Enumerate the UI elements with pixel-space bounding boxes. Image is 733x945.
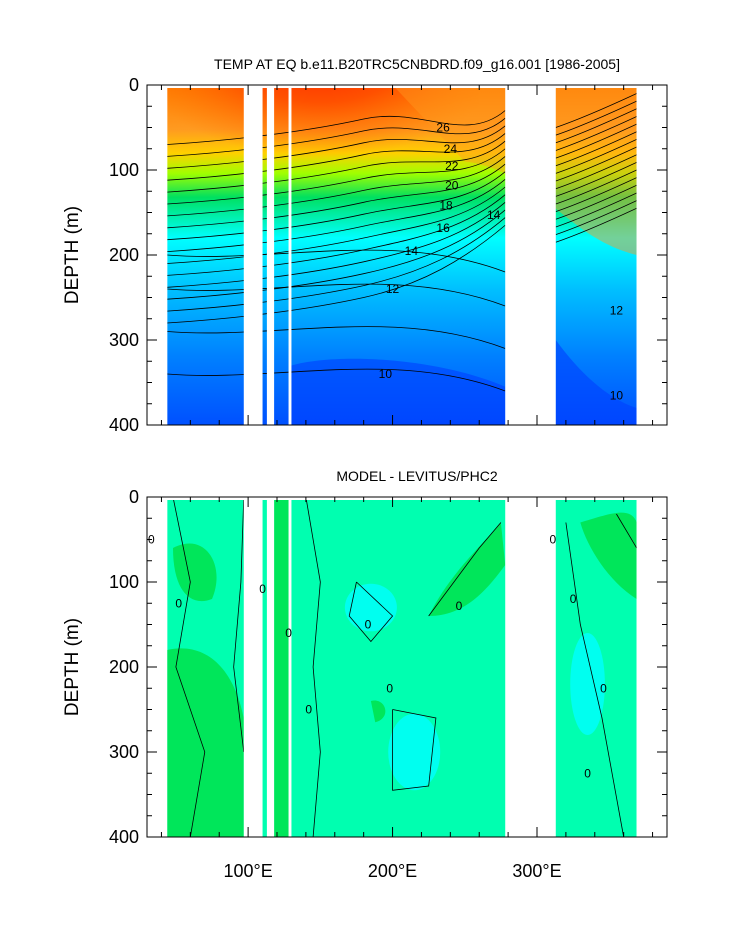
contour-labels: 26 24 22 20 18 16 14 14 12 12 10 10 [379,121,624,403]
contour-label: 26 [436,121,450,135]
contour-line [167,207,637,324]
contour-label: 24 [444,142,458,156]
contour-label: 12 [610,303,624,317]
contour-line [173,500,206,837]
contour-line [167,108,637,169]
contour-line [305,500,321,837]
positive-region-west [167,543,244,837]
contour-label: 0 [456,599,463,613]
contour-label: 0 [305,703,312,717]
contour-line [167,139,637,217]
contour-line [167,283,506,307]
contour-labels: 0 0 0 0 0 0 0 0 0 0 0 0 [148,533,607,781]
panel-difference: MODEL - LEVITUS/PHC2 0 100 200 300 400 100°E… [62,468,668,881]
contour-line [167,368,506,392]
contour-line [565,522,625,837]
land-gap [243,88,263,425]
land-gap [505,500,556,837]
y-tick-label: 300 [109,330,139,350]
contour-line [428,522,502,617]
contour-label: 10 [610,388,624,402]
contour-line [167,200,637,312]
land-gap [243,500,263,837]
contour-label: 0 [570,592,577,606]
contour-lines [173,500,637,837]
contour-line [167,123,637,193]
contour-label: 0 [365,618,372,632]
contour-line [167,93,637,145]
contour-line [167,154,637,241]
y-tick-label: 100 [109,572,139,592]
y-axis: 0 100 200 300 400 [109,487,667,847]
contour-line [167,169,637,264]
x-axis: 100°E 200°E 300°E [160,497,654,881]
contour-label: 0 [600,681,607,695]
contour-label: 0 [386,681,393,695]
panel-title: MODEL - LEVITUS/PHC2 [336,468,498,484]
x-tick-label: 200°E [368,861,417,881]
land-gap [636,500,667,837]
contour-line [167,146,637,229]
y-tick-label: 400 [109,415,139,435]
contour-label: 22 [445,159,459,173]
contour-label: 0 [148,533,155,547]
land-gap [288,88,292,425]
negative-blob-2 [388,713,441,791]
negative-blob-1 [344,583,397,632]
negative-blob-3 [570,633,605,735]
land-gaps [243,88,667,425]
contour-line [616,513,637,549]
contour-label: 10 [379,367,393,381]
contour-label: 0 [259,582,266,596]
x-axis [160,85,654,425]
y-tick-label: 100 [109,160,139,180]
positive-region-east [428,512,637,616]
land-gap [636,88,667,425]
contour-label: 16 [436,221,450,235]
contour-line [167,100,637,157]
contour-label: 14 [405,244,419,258]
contour-label: 0 [584,766,591,780]
contour-line [167,192,637,300]
contour-label: 0 [175,596,182,610]
contour-line [233,500,245,753]
positive-region-mid [274,500,386,837]
contour-label: 0 [550,533,557,547]
land-gap [288,500,292,837]
y-axis-label: DEPTH (m) [62,618,83,716]
contour-line [167,249,506,273]
contour-label: 14 [487,208,501,222]
y-axis: 0 100 200 300 400 [109,75,667,435]
contour-line [167,161,637,252]
contour-label: 18 [439,199,453,213]
contour-line [167,184,637,288]
contour-label: 20 [445,178,459,192]
contour-lines [167,93,637,392]
panel-temperature: TEMP AT EQ b.e11.B20TRC5CNBDRD.f09_g16.0… [62,56,668,435]
x-tick-label: 300°E [512,861,561,881]
x-tick-label: 100°E [223,861,272,881]
contour-label: 12 [386,282,400,296]
land-gaps [243,500,667,837]
y-tick-label: 300 [109,742,139,762]
land-gap [266,88,275,425]
y-tick-label: 200 [109,245,139,265]
difference-field [167,500,637,837]
contour-line [167,131,637,205]
y-tick-label: 0 [129,75,139,95]
y-tick-label: 400 [109,827,139,847]
contour-line [392,709,437,791]
land-gap [266,500,275,837]
panel-title: TEMP AT EQ b.e11.B20TRC5CNBDRD.f09_g16.0… [214,56,620,72]
y-tick-label: 200 [109,657,139,677]
contour-line [167,116,637,181]
contour-line [167,326,506,349]
y-axis-label: DEPTH (m) [62,206,83,304]
deep-blue [291,340,637,425]
y-tick-label: 0 [129,487,139,507]
contour-label: 0 [285,626,292,640]
contour-line [348,581,394,643]
land-gap [505,88,556,425]
